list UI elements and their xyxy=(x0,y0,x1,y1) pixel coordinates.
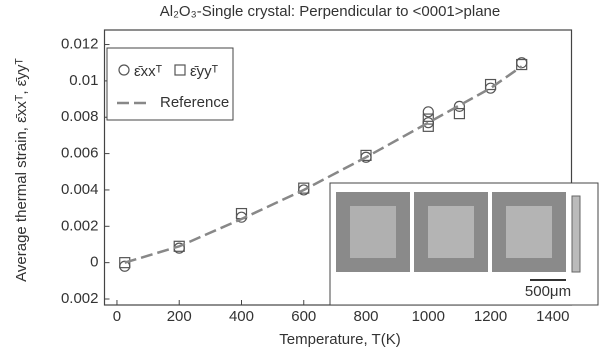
x-tick-label: 800 xyxy=(354,308,379,325)
colorbar xyxy=(572,196,580,272)
x-tick-label: 1400 xyxy=(536,308,569,325)
chart-title: Al₂O₃-Single crystal: Perpendicular to <… xyxy=(160,3,500,20)
y-tick-label: 0 xyxy=(90,254,98,271)
y-axis-label: Average thermal strain, ε̄xxᵀ, ε̄yyᵀ xyxy=(13,58,30,282)
y-tick-label: 0.006 xyxy=(61,145,99,162)
point xyxy=(423,118,433,128)
micrograph-region xyxy=(506,206,552,258)
inset: 500μm xyxy=(330,183,598,305)
micrograph-region xyxy=(428,206,474,258)
y-tick-label: 0.012 xyxy=(61,36,99,53)
legend-label: ε̄xxᵀ xyxy=(134,63,163,80)
x-tick-label: 200 xyxy=(167,308,192,325)
x-tick-label: 0 xyxy=(113,308,121,325)
x-tick-label: 600 xyxy=(291,308,316,325)
x-axis-label: Temperature, T(K) xyxy=(279,331,400,348)
legend-label: Reference xyxy=(160,94,229,111)
micrograph-region xyxy=(350,206,396,258)
x-tick-label: 1200 xyxy=(474,308,507,325)
y-tick-label: 0.01 xyxy=(69,72,98,89)
point xyxy=(423,107,433,117)
y-tick-label: 0.008 xyxy=(61,108,99,125)
y-tick-label: 0.002 xyxy=(61,217,99,234)
scale-label: 500μm xyxy=(525,283,571,300)
x-tick-label: 1000 xyxy=(412,308,445,325)
x-tick-label: 400 xyxy=(229,308,254,325)
legend-label: ε̄yyᵀ xyxy=(190,63,219,80)
y-tick-label: 0.002 xyxy=(61,290,99,307)
chart: Al₂O₃-Single crystal: Perpendicular to <… xyxy=(0,0,606,355)
y-tick-label: 0.004 xyxy=(61,181,99,198)
